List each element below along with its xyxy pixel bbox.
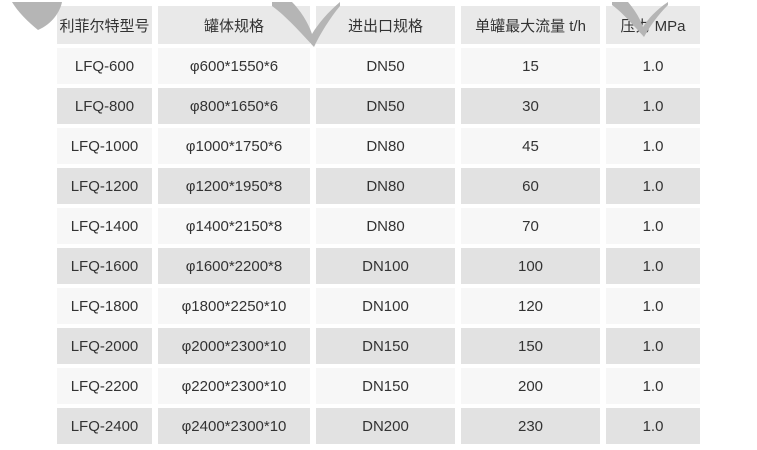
table-row: LFQ-2200 φ2200*2300*10 DN150 200 1.0 xyxy=(57,368,700,404)
table-cell: LFQ-2200 xyxy=(57,368,152,404)
table-cell: 100 xyxy=(461,248,600,284)
header-max-flow: 单罐最大流量 t/h xyxy=(461,6,600,44)
table-cell: 150 xyxy=(461,328,600,364)
table-cell: φ1000*1750*6 xyxy=(158,128,310,164)
table-row: LFQ-2000 φ2000*2300*10 DN150 150 1.0 xyxy=(57,328,700,364)
table-cell: 1.0 xyxy=(606,48,700,84)
table-cell: 1.0 xyxy=(606,208,700,244)
table-cell: LFQ-2400 xyxy=(57,408,152,444)
table-row: LFQ-800 φ800*1650*6 DN50 30 1.0 xyxy=(57,88,700,124)
table-cell: LFQ-600 xyxy=(57,48,152,84)
table-cell: 30 xyxy=(461,88,600,124)
header-pressure: 压力 MPa xyxy=(606,6,700,44)
table-row: LFQ-1200 φ1200*1950*8 DN80 60 1.0 xyxy=(57,168,700,204)
table-cell: LFQ-1600 xyxy=(57,248,152,284)
table-row: LFQ-1000 φ1000*1750*6 DN80 45 1.0 xyxy=(57,128,700,164)
table-cell: φ1400*2150*8 xyxy=(158,208,310,244)
header-inlet-outlet-spec: 进出口规格 xyxy=(316,6,455,44)
table-row: LFQ-1400 φ1400*2150*8 DN80 70 1.0 xyxy=(57,208,700,244)
table-cell: LFQ-1200 xyxy=(57,168,152,204)
table-cell: φ2200*2300*10 xyxy=(158,368,310,404)
table-row: LFQ-600 φ600*1550*6 DN50 15 1.0 xyxy=(57,48,700,84)
table-cell: DN50 xyxy=(316,48,455,84)
table-cell: 70 xyxy=(461,208,600,244)
table-cell: 1.0 xyxy=(606,168,700,204)
table-cell: φ1800*2250*10 xyxy=(158,288,310,324)
table-cell: DN80 xyxy=(316,208,455,244)
table-body: LFQ-600 φ600*1550*6 DN50 15 1.0 LFQ-800 φ800*1… xyxy=(57,48,700,444)
header-tank-spec: 罐体规格 xyxy=(158,6,310,44)
table-cell: LFQ-1800 xyxy=(57,288,152,324)
table-row: LFQ-1800 φ1800*2250*10 DN100 120 1.0 xyxy=(57,288,700,324)
table-cell: 45 xyxy=(461,128,600,164)
table-cell: DN80 xyxy=(316,128,455,164)
table-cell: DN200 xyxy=(316,408,455,444)
table-cell: φ600*1550*6 xyxy=(158,48,310,84)
table-cell: 1.0 xyxy=(606,408,700,444)
table-cell: 200 xyxy=(461,368,600,404)
product-spec-table: 利菲尔特型号 罐体规格 进出口规格 单罐最大流量 t/h 压力 MPa LFQ-… xyxy=(51,2,706,448)
table-cell: LFQ-1000 xyxy=(57,128,152,164)
table-cell: φ800*1650*6 xyxy=(158,88,310,124)
table-header: 利菲尔特型号 罐体规格 进出口规格 单罐最大流量 t/h 压力 MPa xyxy=(57,6,700,44)
table-row: LFQ-2400 φ2400*2300*10 DN200 230 1.0 xyxy=(57,408,700,444)
table-cell: 1.0 xyxy=(606,248,700,284)
table-cell: DN50 xyxy=(316,88,455,124)
table-cell: 120 xyxy=(461,288,600,324)
table-cell: 1.0 xyxy=(606,128,700,164)
table-cell: 1.0 xyxy=(606,368,700,404)
table-cell: 230 xyxy=(461,408,600,444)
table-cell: 1.0 xyxy=(606,288,700,324)
table-row: LFQ-1600 φ1600*2200*8 DN100 100 1.0 xyxy=(57,248,700,284)
table-cell: DN150 xyxy=(316,368,455,404)
table-cell: φ1200*1950*8 xyxy=(158,168,310,204)
table-cell: 15 xyxy=(461,48,600,84)
table-cell: LFQ-800 xyxy=(57,88,152,124)
table-cell: φ1600*2200*8 xyxy=(158,248,310,284)
table-cell: DN100 xyxy=(316,288,455,324)
table-cell: DN150 xyxy=(316,328,455,364)
table-cell: φ2400*2300*10 xyxy=(158,408,310,444)
table-cell: LFQ-2000 xyxy=(57,328,152,364)
table-cell: 1.0 xyxy=(606,88,700,124)
table-cell: φ2000*2300*10 xyxy=(158,328,310,364)
header-row: 利菲尔特型号 罐体规格 进出口规格 单罐最大流量 t/h 压力 MPa xyxy=(57,6,700,44)
header-model: 利菲尔特型号 xyxy=(57,6,152,44)
table-cell: DN100 xyxy=(316,248,455,284)
table-cell: LFQ-1400 xyxy=(57,208,152,244)
table-cell: DN80 xyxy=(316,168,455,204)
table-cell: 1.0 xyxy=(606,328,700,364)
table-cell: 60 xyxy=(461,168,600,204)
